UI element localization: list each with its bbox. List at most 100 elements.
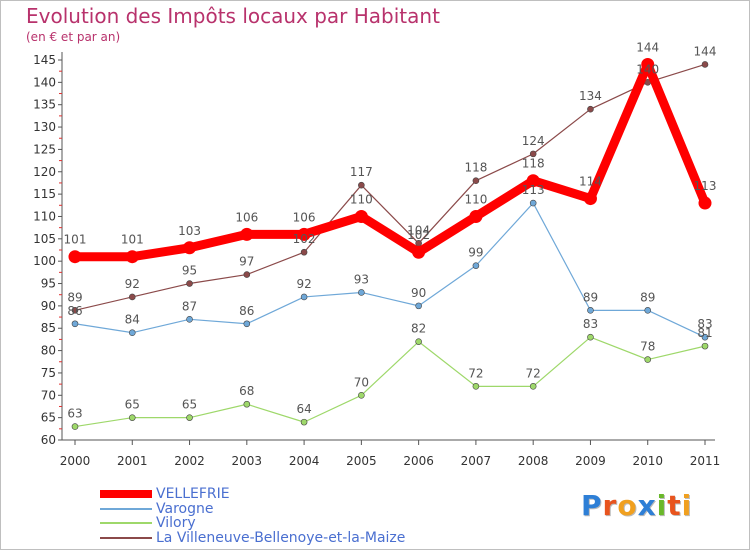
x-tick-label: 2007 [461,454,492,468]
data-label: 72 [468,366,483,380]
series-point-3 [529,150,537,158]
data-label: 65 [125,398,140,412]
x-tick-label: 2000 [60,454,91,468]
series-line-2 [74,336,706,428]
x-tick-label: 2004 [289,454,320,468]
data-label: 92 [296,277,311,291]
y-tick-label: 60 [41,433,56,447]
data-label: 103 [178,224,201,238]
logo-letter: t [667,489,682,522]
legend-label: Varogne [156,500,214,517]
y-tick-label: 100 [33,254,56,268]
y-tick-label: 110 [33,209,56,223]
series-point-3 [243,271,251,278]
series-point-1 [128,329,136,337]
series-point-2 [587,333,594,341]
data-label: 89 [67,290,82,304]
series-point-0 [412,245,426,259]
data-label: 134 [579,89,602,103]
series-point-0 [583,192,597,206]
data-label: 72 [526,366,541,380]
data-label: 114 [579,175,602,189]
legend-item: Varogne [100,500,405,517]
data-label: 86 [67,304,82,318]
series-point-0 [183,241,197,255]
series-point-3 [472,177,480,185]
series-point-2 [701,342,709,350]
data-label: 104 [407,223,430,237]
y-tick-label: 125 [33,142,56,156]
series-point-0 [297,227,311,241]
legend-item: VELLEFRIE [100,487,405,502]
data-label: 99 [468,246,483,260]
series-point-0 [68,250,82,264]
x-tick-label: 2003 [232,454,263,468]
series-point-3 [300,248,308,256]
logo-letter: i [656,489,668,522]
series-point-2 [472,383,480,390]
data-label: 140 [636,62,659,76]
data-label: 81 [697,326,712,340]
data-label: 110 [464,192,487,206]
series-point-1 [358,289,365,296]
data-label: 101 [121,233,144,247]
data-label: 101 [64,233,87,247]
series-point-0 [526,174,540,188]
y-tick-label: 85 [41,321,56,335]
series-point-3 [186,280,193,287]
data-label: 118 [464,161,487,175]
y-tick-label: 130 [33,120,56,134]
data-label: 90 [411,286,426,300]
legend-swatch [100,522,152,525]
data-label: 64 [296,402,311,416]
series-point-0 [354,209,368,223]
legend-label: Vilory [156,515,196,531]
y-tick-label: 95 [41,277,56,291]
series-point-2 [358,391,365,399]
series-point-1 [529,199,537,207]
series-point-2 [186,414,193,421]
y-tick-label: 145 [33,53,56,67]
data-label: 82 [411,322,426,336]
series-point-1 [186,315,193,323]
series-point-0 [698,196,712,210]
y-tick-label: 120 [33,165,56,179]
y-tick-label: 115 [33,187,56,201]
y-tick-label: 65 [41,411,56,425]
y-tick-label: 75 [41,366,56,380]
logo-letter: r [602,489,618,522]
x-tick-label: 2006 [403,454,434,468]
x-tick-label: 2008 [518,454,549,468]
data-label: 93 [354,272,369,286]
x-tick-label: 2009 [575,454,606,468]
logo-letter: i [681,489,693,522]
series-point-3 [358,181,365,189]
series-point-1 [644,307,652,314]
data-label: 84 [125,313,140,327]
series-point-1 [415,302,422,310]
series-point-0 [469,209,483,223]
y-tick-label: 70 [41,388,56,402]
x-tick-label: 2005 [346,454,377,468]
series-point-0 [240,227,254,241]
y-tick-label: 105 [33,232,56,246]
legend-swatch [100,536,152,539]
data-label: 70 [354,375,369,389]
legend-item: La Villeneuve-Bellenoye-et-la-Maize [100,530,405,546]
legend-item: Vilory [100,516,405,531]
series-point-1 [472,262,480,269]
logo-letter: P [581,489,603,522]
data-label: 87 [182,299,197,313]
data-label: 65 [182,398,197,412]
series-point-1 [701,333,709,341]
data-label: 113 [522,183,545,197]
data-label: 102 [407,228,430,242]
series-point-1 [71,320,79,328]
series-point-3 [71,307,79,314]
data-label: 97 [239,255,254,269]
data-label: 92 [125,277,140,291]
data-label: 144 [694,44,717,58]
data-label: 118 [522,157,545,171]
data-label: 63 [67,407,82,421]
data-label: 95 [182,264,197,278]
